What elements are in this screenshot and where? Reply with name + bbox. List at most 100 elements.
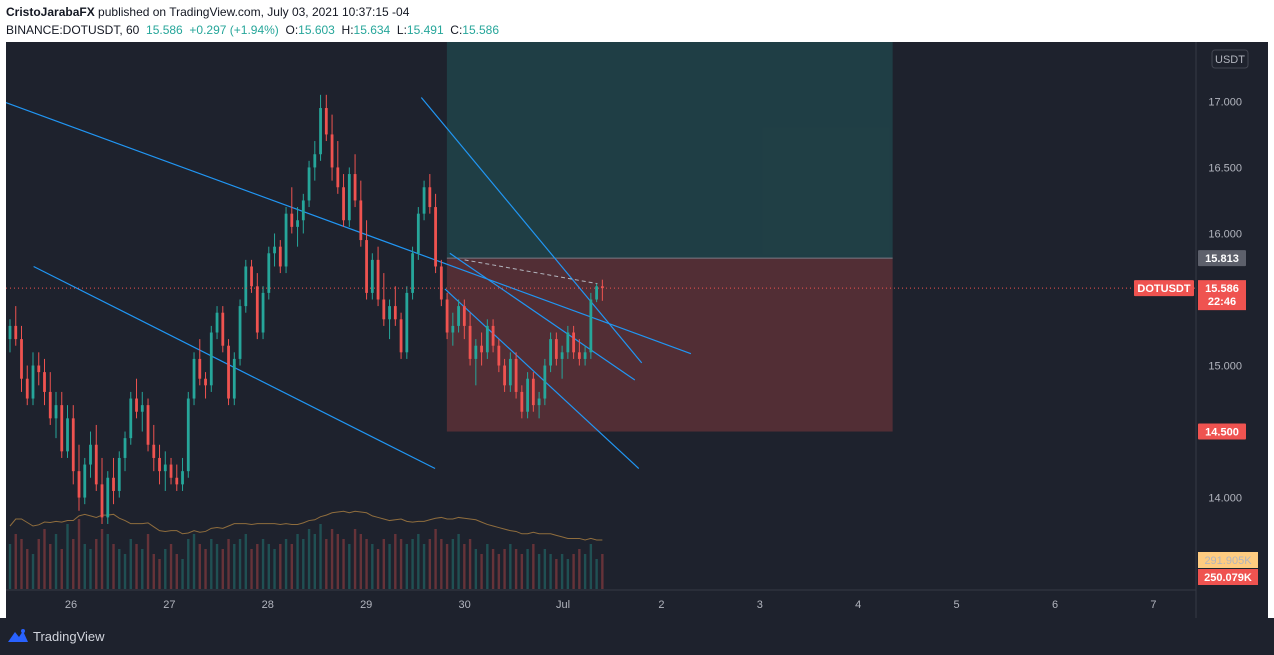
target-zone <box>446 42 893 259</box>
candle-body <box>330 134 334 168</box>
volume-bar <box>123 554 127 589</box>
volume-bar <box>164 549 167 589</box>
candle-body <box>560 352 564 359</box>
candle-body <box>376 259 380 300</box>
volume-bar <box>601 554 604 589</box>
y-tick-label: 14.000 <box>1208 493 1242 505</box>
candle-body <box>543 365 547 399</box>
candle-body <box>422 187 426 214</box>
candle-body <box>416 213 420 254</box>
candle-body <box>250 266 253 287</box>
volume-bar <box>440 539 443 589</box>
candle-body <box>566 332 570 353</box>
candle-body <box>89 444 92 465</box>
candle-body <box>307 167 311 201</box>
volume-bar <box>227 539 230 589</box>
footer: TradingView <box>0 618 1274 655</box>
volume-bar <box>169 544 173 589</box>
volume-bar <box>106 534 109 589</box>
candle-body <box>221 312 225 346</box>
candle-body <box>215 312 219 333</box>
candle-body <box>261 292 265 333</box>
candle-body <box>508 358 512 386</box>
candle-body <box>198 358 202 379</box>
candle-body <box>83 464 87 498</box>
volume-bar <box>509 544 512 589</box>
candle-body <box>290 213 294 227</box>
author-name[interactable]: CristoJarabaFX <box>6 5 95 19</box>
volume-bar <box>445 544 449 589</box>
volume-bar <box>371 544 374 589</box>
candle-body <box>60 405 64 452</box>
volume-tag-bg <box>1198 569 1258 585</box>
candle-body <box>503 365 506 386</box>
candle-body <box>600 286 604 289</box>
volume-bar <box>491 549 495 589</box>
candle-body <box>595 286 599 300</box>
candle-body <box>8 325 12 340</box>
x-tick-label: 6 <box>1052 599 1058 611</box>
volume-bar <box>296 534 299 589</box>
volume-bar <box>187 539 190 589</box>
volume-bar <box>198 544 201 589</box>
volume-bar <box>112 544 115 589</box>
candle-body <box>549 339 553 366</box>
candle-body <box>163 464 167 472</box>
candle-body <box>181 471 184 485</box>
candle-body <box>273 246 276 254</box>
candle-body <box>359 200 363 241</box>
tradingview-logo-icon[interactable] <box>7 628 29 644</box>
volume-bar <box>261 539 265 589</box>
candle-body <box>278 246 282 267</box>
volume-bar <box>244 534 247 589</box>
volume-bar <box>451 539 455 589</box>
candle-body <box>37 365 41 373</box>
symbol-label[interactable]: BINANCE:DOTUSDT, 60 <box>6 23 140 37</box>
x-tick-label: 26 <box>65 599 77 611</box>
brand-name[interactable]: TradingView <box>33 629 105 644</box>
candle-body <box>382 299 386 320</box>
candle-body <box>94 444 98 485</box>
candle-body <box>284 213 288 267</box>
volume-bar <box>77 519 81 589</box>
close-value: 15.586 <box>462 23 499 37</box>
candle-body <box>370 259 374 293</box>
candle-body <box>537 398 541 406</box>
candle-body <box>296 220 299 227</box>
candle-body <box>491 325 495 346</box>
volume-bar <box>152 554 155 589</box>
x-tick-label: 3 <box>757 599 763 611</box>
trend-line <box>449 252 636 381</box>
candle-body <box>589 299 593 353</box>
volume-bar <box>560 554 564 589</box>
candle-body <box>319 108 322 155</box>
candle-body <box>468 325 472 359</box>
volume-bar <box>497 554 501 589</box>
volume-bar <box>221 549 224 589</box>
volume-bar <box>348 544 351 589</box>
candle-body <box>434 207 437 267</box>
candle-body <box>192 358 196 399</box>
x-tick-label: 4 <box>855 599 861 611</box>
high-value: 15.634 <box>353 23 391 37</box>
entry-price-tag: 15.813 <box>1205 253 1239 265</box>
candle-body <box>405 292 409 353</box>
volume-bar <box>376 549 380 589</box>
x-tick-label: 5 <box>954 599 960 611</box>
volume-bar <box>549 554 552 589</box>
candle-body <box>175 477 179 485</box>
dashed-projection-line <box>464 259 598 285</box>
volume-bar <box>135 544 138 589</box>
volume-bar <box>100 529 104 589</box>
current-price-tag: 15.586 <box>1205 283 1239 295</box>
candle-body <box>485 325 489 353</box>
volume-bar <box>175 554 178 589</box>
volume-bar <box>468 539 472 589</box>
volume-bar <box>330 529 334 589</box>
volume-bar <box>411 539 414 589</box>
volume-bar <box>215 544 219 589</box>
x-tick-label: 27 <box>163 599 175 611</box>
chart-area[interactable]: 17.000 16.500 16.000 15.000 14.000 26 27 28 29 30… <box>6 42 1268 618</box>
y-tick-label: 16.000 <box>1208 228 1242 240</box>
